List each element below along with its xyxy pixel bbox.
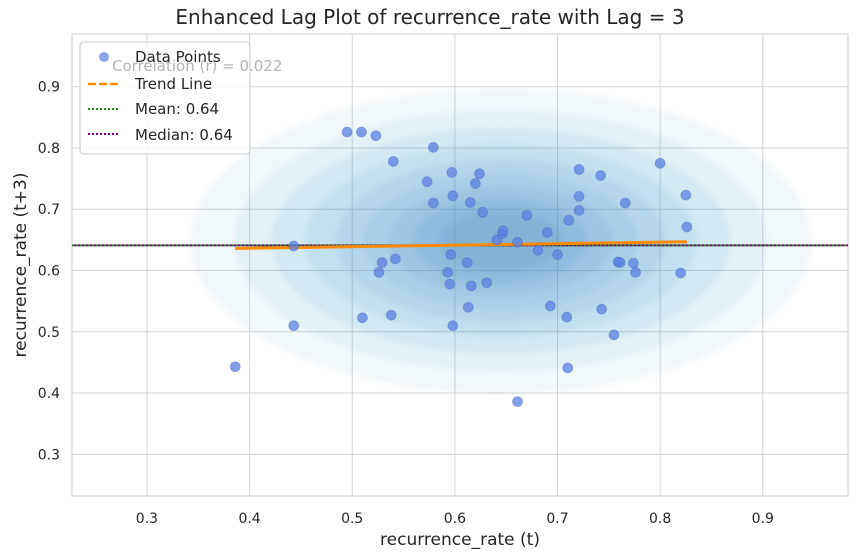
data-point [474,168,485,180]
data-point [477,206,488,218]
data-point [619,197,631,209]
y-tick-label: 0.9 [38,80,60,96]
data-point [341,126,353,138]
y-tick-label: 0.7 [38,202,60,218]
data-point [628,257,639,269]
correlation-annotation: Correlation (r) = 0.022 [112,57,282,75]
data-point [512,396,523,408]
data-point [680,189,692,201]
data-point [595,170,607,181]
data-point [562,362,574,374]
y-axis-label: recurrence_rate (t+3) [11,173,31,358]
data-point [573,190,585,202]
data-point [427,141,439,153]
data-point [563,214,575,226]
y-tick-label: 0.4 [38,386,60,402]
data-point [373,266,385,278]
data-point [675,267,687,279]
y-tick-labels: 0.3 0.4 0.5 0.6 0.7 0.8 0.9 [38,80,60,464]
data-point [469,178,481,189]
x-tick-label: 0.5 [341,511,363,527]
data-point [654,157,666,169]
data-points [229,126,693,408]
x-tick-labels: 0.3 0.4 0.5 0.6 0.7 0.8 0.9 [136,511,774,527]
data-point [461,257,473,268]
data-point [465,280,477,292]
data-point [447,190,459,202]
y-tick-label: 0.8 [38,141,60,157]
data-point [445,249,457,260]
data-point [421,176,433,188]
y-tick-label: 0.6 [38,264,60,280]
data-point [385,309,397,321]
data-point [370,130,382,142]
legend-label-mean: Mean: 0.64 [135,100,219,118]
x-tick-label: 0.9 [752,511,774,527]
data-point [630,266,641,278]
data-point [481,277,493,289]
data-point [561,311,573,323]
data-point [532,244,544,256]
legend-box [79,41,251,155]
legend-label-median: Median: 0.64 [135,126,233,144]
x-axis-label: recurrence_rate (t) [380,530,540,550]
data-point [681,221,693,233]
chart-title: Enhanced Lag Plot of recurrence_rate wit… [175,5,684,29]
data-point [357,312,368,324]
x-tick-label: 0.8 [649,511,671,527]
data-point [389,253,401,265]
data-point [356,126,367,138]
data-point [288,240,300,252]
data-point [512,236,523,248]
legend: Correlation (r) = 0.022 Data Points Tren… [79,41,282,155]
legend-label-data-points: Data Points [135,48,221,66]
data-point [497,225,509,237]
data-point [442,266,454,278]
legend-marker-data-points [99,52,109,62]
trend-line [235,240,687,250]
x-tick-label: 0.7 [546,511,568,527]
x-tick-label: 0.4 [238,511,260,527]
x-tick-label: 0.6 [444,511,466,527]
data-point [464,197,476,208]
data-point [541,227,553,238]
data-point [446,167,458,178]
data-point [387,156,399,167]
data-point [521,209,533,221]
data-point [552,249,563,260]
data-point [608,329,620,341]
data-point [376,257,388,268]
x-tick-label: 0.3 [136,511,158,527]
data-point [596,303,608,315]
data-point [427,197,439,209]
data-point [544,300,556,312]
data-point [573,164,585,175]
legend-label-trend-line: Trend Line [134,75,212,93]
y-tick-label: 0.5 [38,325,60,341]
data-point [614,257,626,268]
y-tick-label: 0.3 [38,447,60,463]
data-point [573,205,585,216]
data-point [462,301,474,313]
data-point [288,320,300,332]
data-point [447,320,459,332]
trend-line-group [235,240,687,250]
data-point [229,361,241,373]
data-point [444,278,456,290]
